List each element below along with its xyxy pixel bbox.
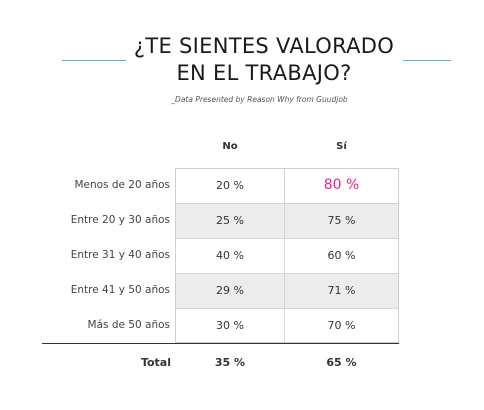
title-decoration-right [403, 60, 451, 61]
cell-no: 29 % [216, 284, 244, 297]
row-label: Más de 50 años [87, 319, 170, 331]
cell-si: 75 % [327, 214, 356, 227]
total-row-label: Total [140, 356, 171, 369]
table-row-shading [176, 274, 398, 309]
cell-si: 71 % [327, 284, 356, 297]
chart-title-line-1: ¿TE SIENTES VALORADO [133, 34, 395, 58]
highlight-cell-frame [284, 168, 399, 204]
title-decoration-left [62, 60, 126, 61]
total-value-si: 65 % [326, 356, 357, 369]
column-header-si: Sí [336, 141, 347, 152]
chart-title: ¿TE SIENTES VALORADO EN EL TRABAJO? [126, 33, 402, 87]
row-label: Entre 20 y 30 años [70, 214, 170, 226]
cell-no: 30 % [216, 319, 244, 332]
table-row-divider [176, 238, 398, 239]
cell-no: 25 % [216, 214, 244, 227]
cell-no: 40 % [216, 249, 244, 262]
column-header-no: No [222, 141, 238, 152]
row-label: Entre 31 y 40 años [70, 249, 170, 261]
chart-title-line-2: EN EL TRABAJO? [176, 61, 352, 85]
total-separator-rule [42, 343, 399, 344]
table-row-divider [176, 273, 398, 274]
cell-no: 20 % [216, 179, 244, 192]
row-label: Menos de 20 años [74, 179, 170, 191]
table-row-divider [176, 308, 398, 309]
chart-subtitle: _Data Presented by Reason Why from Guudj… [171, 95, 348, 104]
table-column-divider [284, 168, 285, 343]
total-value-no: 35 % [214, 356, 246, 369]
cell-si: 60 % [327, 249, 356, 262]
cell-si: 70 % [327, 319, 356, 332]
row-label: Entre 41 y 50 años [70, 284, 170, 296]
table-row-shading [176, 204, 398, 239]
cell-si: 80 % [323, 177, 360, 193]
